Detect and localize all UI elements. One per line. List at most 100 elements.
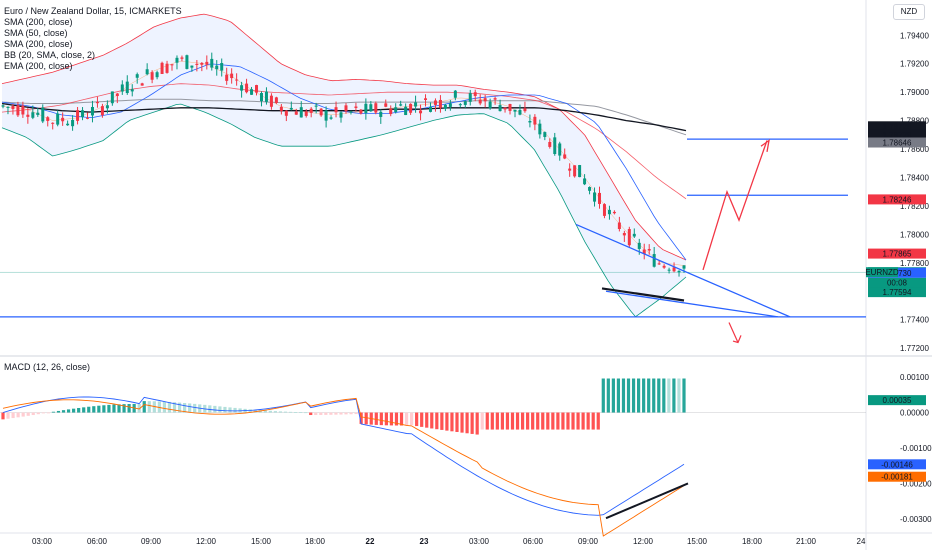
time-tick: 23	[420, 537, 429, 546]
macd-histogram-bar	[642, 378, 646, 413]
macd-histogram-bar	[440, 412, 444, 430]
candle-body	[359, 109, 363, 114]
macd-histogram-bar	[56, 410, 61, 413]
bullish-arrow-path	[702, 140, 768, 271]
macd-histogram-bar	[41, 412, 45, 414]
macd-histogram-bar	[490, 412, 494, 430]
macd-histogram-bar	[425, 412, 429, 428]
candle-body	[389, 108, 393, 115]
candle-body	[642, 249, 646, 255]
candle-body	[523, 108, 527, 112]
price-tick: 1.78600	[900, 145, 929, 154]
candle-body	[617, 222, 621, 229]
candle-body	[175, 57, 179, 63]
candle-body	[622, 233, 626, 236]
candle-body	[145, 69, 149, 75]
macd-histogram-bar	[329, 412, 333, 415]
candle-body	[180, 57, 184, 59]
macd-histogram-bar	[112, 404, 116, 413]
candle-body	[16, 105, 20, 116]
signal-line	[2, 397, 685, 537]
macd-histogram-bar	[606, 378, 610, 413]
macd-histogram-bar	[520, 412, 525, 430]
time-tick: 22	[366, 537, 375, 546]
candle-body	[538, 123, 542, 135]
candle-body	[66, 123, 70, 126]
macd-histogram-bar	[374, 412, 378, 425]
macd-histogram-bar	[354, 412, 358, 415]
candle-body	[672, 267, 676, 272]
macd-tag-label: -0.00146	[881, 460, 913, 469]
candle-body	[259, 93, 263, 102]
macd-histogram-bar	[500, 412, 504, 430]
currency-button[interactable]: NZD	[893, 4, 925, 20]
candle-body	[468, 93, 472, 102]
candle-body	[299, 107, 303, 118]
macd-histogram-bar	[394, 412, 399, 426]
candle-body	[284, 110, 288, 116]
candle-body	[568, 168, 572, 171]
candle-body	[205, 61, 209, 65]
legend-sma200-b: SMA (200, close)	[4, 39, 73, 49]
candle-body	[255, 85, 259, 93]
price-tick: 1.78800	[900, 117, 929, 126]
macd-histogram-bar	[117, 404, 121, 413]
price-tag-bg	[868, 121, 926, 132]
price-tick: 1.79400	[900, 31, 929, 40]
candle-body	[493, 98, 497, 100]
macd-histogram-bar	[682, 378, 686, 413]
macd-histogram-bar	[626, 378, 631, 413]
macd-histogram-bar	[31, 412, 35, 416]
candle-body	[215, 65, 219, 70]
candle-body	[548, 141, 552, 147]
macd-histogram-bar	[495, 412, 499, 430]
macd-histogram-bar	[647, 378, 651, 413]
candle-body	[61, 117, 65, 122]
macd-histogram-bar	[667, 378, 671, 413]
candle-body	[662, 265, 666, 268]
legend-sma200: SMA (200, close)	[4, 17, 73, 27]
macd-histogram-bar	[92, 406, 96, 413]
macd-histogram-bar	[450, 412, 454, 432]
candle-body	[334, 107, 338, 113]
macd-tick: 0.00000	[900, 409, 929, 418]
legend-ema200: EMA (200, close)	[4, 61, 73, 71]
time-tick: 12:00	[633, 537, 654, 546]
macd-histogram-bar	[228, 407, 232, 413]
macd-tag-bg	[868, 471, 926, 482]
macd-histogram-bar	[455, 412, 459, 432]
candle-body	[329, 117, 333, 119]
legend-bb: BB (20, SMA, close, 2)	[4, 50, 96, 60]
candle-body	[155, 72, 159, 78]
candle-body	[369, 104, 373, 112]
macd-line	[2, 396, 685, 516]
time-tick: 09:00	[578, 537, 599, 546]
macd-histogram-bar	[657, 378, 661, 413]
candle-body	[667, 269, 671, 271]
macd-histogram-bar	[72, 408, 76, 413]
candle-body	[210, 58, 214, 68]
macd-histogram-bar	[435, 412, 439, 430]
price-tick: 1.78400	[900, 174, 929, 183]
macd-histogram-bar	[137, 403, 141, 413]
macd-tag-bg	[868, 459, 926, 470]
macd-tick: -0.00300	[900, 515, 932, 524]
candle-body	[11, 105, 15, 110]
candle-body	[250, 89, 254, 95]
macd-tag-bg	[868, 395, 926, 406]
candle-body	[110, 91, 114, 104]
macd-histogram-bar	[127, 404, 131, 413]
macd-histogram-bar	[223, 406, 227, 413]
candle-body	[463, 101, 467, 105]
macd-histogram-bar	[6, 412, 10, 419]
time-tick: 15:00	[687, 537, 708, 546]
bollinger-upper-line	[1, 13, 687, 261]
price-tag-label: 00:08	[887, 279, 908, 288]
macd-histogram-bar	[122, 404, 126, 413]
macd-histogram-bar	[172, 402, 177, 413]
candle-body	[36, 112, 40, 115]
macd-histogram-bar	[460, 412, 464, 433]
candle-body	[41, 107, 45, 122]
macd-histogram-bar	[319, 412, 323, 415]
